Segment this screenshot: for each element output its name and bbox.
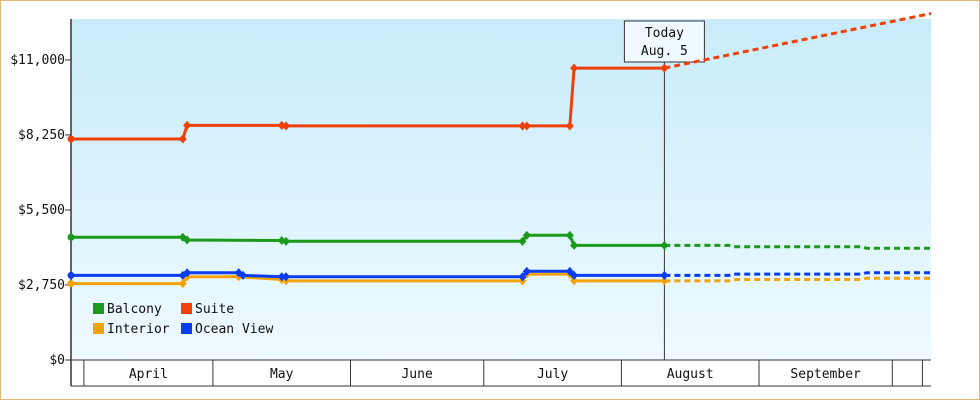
today-marker: Today Aug. 5: [623, 20, 705, 360]
series-ocean-view: [67, 266, 931, 282]
y-tick-label: $11,000: [10, 53, 65, 68]
data-point: [178, 134, 187, 144]
data-point: [239, 270, 247, 280]
data-point: [178, 279, 187, 289]
legend-label: Suite: [195, 302, 234, 317]
y-tick-label: $5,500: [18, 203, 65, 218]
legend-label: Balcony: [107, 302, 162, 317]
series-forecast-line: [664, 271, 931, 277]
data-point: [660, 63, 669, 73]
legend-swatch: [93, 323, 104, 334]
y-axis: $0 $2,750 $5,500 $8,250 $11,000: [10, 19, 72, 386]
legend-item: Interior: [93, 322, 170, 337]
legend-item: Balcony: [93, 302, 162, 317]
data-point: [282, 272, 290, 282]
data-point: [522, 230, 531, 240]
legend-swatch: [181, 323, 192, 334]
x-axis: April May June July August September: [71, 359, 931, 387]
data-point: [660, 240, 669, 250]
x-tick-label: August: [667, 367, 714, 382]
series-balcony: [67, 230, 931, 250]
data-point: [522, 121, 531, 131]
today-label: Today: [645, 26, 684, 41]
series-forecast-line: [664, 12, 932, 70]
data-point: [660, 276, 669, 286]
legend-swatch: [181, 303, 192, 314]
data-point: [67, 280, 75, 288]
today-date-label: Aug. 5: [641, 44, 688, 59]
data-point: [570, 63, 579, 73]
data-point: [570, 276, 579, 286]
data-point: [282, 121, 290, 131]
data-point: [518, 236, 527, 246]
data-point: [518, 121, 527, 131]
data-point: [67, 271, 75, 279]
today-box: [623, 20, 705, 63]
y-tick-label: $8,250: [18, 128, 65, 143]
data-point: [565, 121, 574, 131]
data-point: [183, 235, 192, 245]
x-tick-label: April: [129, 367, 168, 382]
plot-background: [71, 19, 931, 360]
legend-label: Interior: [107, 322, 170, 337]
data-point: [277, 272, 286, 282]
x-tick-label: July: [537, 367, 568, 382]
y-tick-label: $2,750: [18, 278, 65, 293]
x-tick-label: June: [401, 367, 432, 382]
data-point: [183, 120, 192, 130]
data-point: [67, 135, 75, 143]
legend-swatch: [93, 303, 104, 314]
data-point: [570, 240, 579, 250]
data-point: [570, 270, 579, 280]
data-point: [67, 233, 75, 241]
series-suite: [67, 12, 932, 144]
series-forecast-line: [664, 276, 931, 283]
series-forecast-line: [664, 243, 931, 250]
y-tick-label: $0: [49, 353, 65, 368]
series-layer: [67, 12, 932, 289]
data-point: [518, 272, 527, 282]
x-tick-label: May: [270, 367, 294, 382]
data-point: [282, 236, 290, 246]
legend-label: Ocean View: [195, 322, 273, 337]
series-line: [71, 66, 665, 141]
data-point: [522, 266, 531, 276]
legend: Balcony Suite Interior Ocean View: [93, 302, 273, 337]
legend-item: Suite: [181, 302, 234, 317]
data-point: [660, 270, 669, 280]
legend-item: Ocean View: [181, 322, 273, 337]
data-point: [183, 268, 192, 278]
data-point: [565, 230, 574, 240]
x-tick-label: September: [790, 367, 861, 382]
